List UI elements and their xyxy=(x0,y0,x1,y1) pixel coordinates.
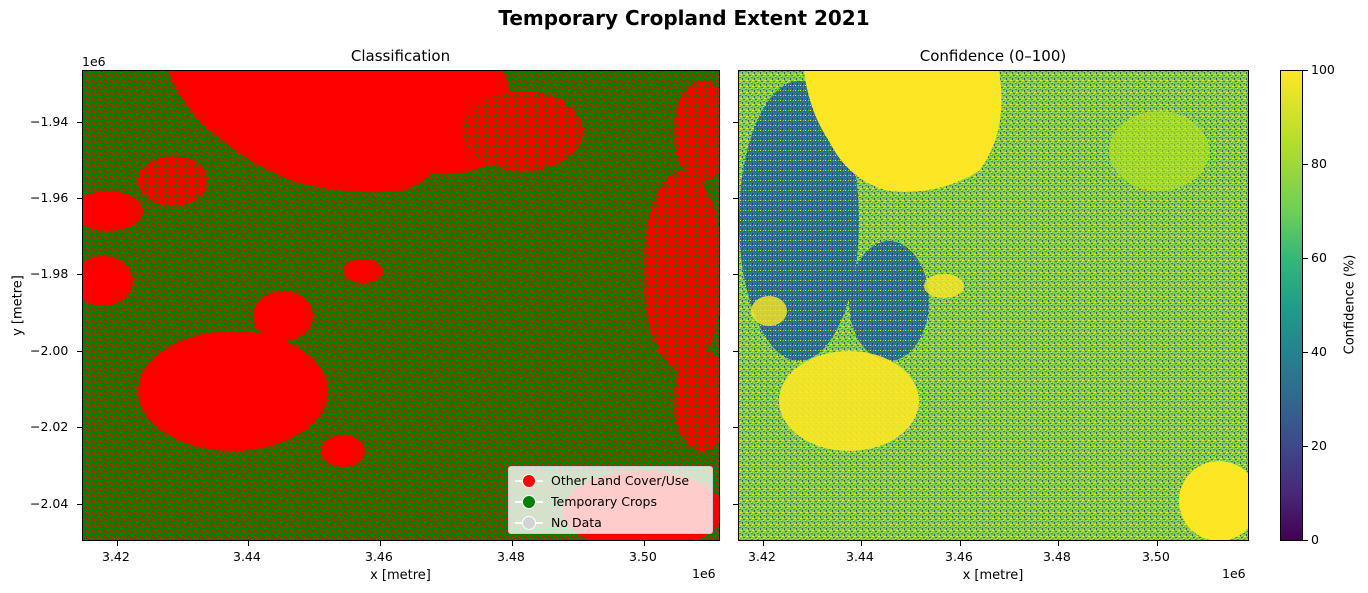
x-offset-label: 1e6 xyxy=(692,566,716,581)
colorbar-tick: 100 xyxy=(1311,62,1335,77)
colorbar-tick: 40 xyxy=(1311,344,1327,359)
legend-item-other-land: Other Land Cover/Use xyxy=(515,470,706,491)
xtick-label: 3.46 xyxy=(945,549,973,564)
y-axis-label: y [metre] xyxy=(10,275,26,336)
ytick-label: −1.96 xyxy=(30,190,69,205)
xtick-label: 3.50 xyxy=(1142,549,1170,564)
confidence-raster xyxy=(739,71,1248,540)
colorbar-tick: 0 xyxy=(1311,532,1319,547)
classification-map: Other Land Cover/Use Temporary Crops No … xyxy=(82,70,720,541)
xtick-label: 3.42 xyxy=(102,549,130,564)
colorbar xyxy=(1280,70,1303,541)
ytick-label: −1.94 xyxy=(30,114,69,129)
colorbar-tick: 20 xyxy=(1311,438,1327,453)
xtick-label: 3.48 xyxy=(497,549,525,564)
xtick-label: 3.48 xyxy=(1043,549,1071,564)
xtick-label: 3.42 xyxy=(748,549,776,564)
x-offset-label: 1e6 xyxy=(1222,566,1246,581)
xtick-label: 3.46 xyxy=(365,549,393,564)
ytick-label: −2.04 xyxy=(30,496,69,511)
confidence-title: Confidence (0–100) xyxy=(919,47,1067,65)
xtick-label: 3.44 xyxy=(233,549,261,564)
x-axis-label: x [metre] xyxy=(962,568,1024,583)
legend-marker-grey-icon xyxy=(515,515,543,530)
legend-marker-red-icon xyxy=(515,473,543,488)
colorbar-tick: 80 xyxy=(1311,156,1327,171)
xtick-label: 3.44 xyxy=(846,549,874,564)
colorbar-tick: 60 xyxy=(1311,250,1327,265)
y-offset-label: 1e6 xyxy=(82,54,106,69)
colorbar-label: Confidence (%) xyxy=(1342,254,1358,355)
xtick-label: 3.50 xyxy=(629,549,657,564)
classification-legend: Other Land Cover/Use Temporary Crops No … xyxy=(508,466,713,534)
legend-marker-green-icon xyxy=(515,494,543,509)
classification-raster xyxy=(83,71,719,540)
figure-title: Temporary Cropland Extent 2021 xyxy=(498,6,870,30)
legend-item-no-data: No Data xyxy=(515,512,706,533)
ytick-label: −2.02 xyxy=(30,419,69,434)
x-axis-label: x [metre] xyxy=(370,568,431,583)
ytick-label: −2.00 xyxy=(30,343,69,358)
ytick-label: −1.98 xyxy=(30,266,69,281)
confidence-map xyxy=(738,70,1249,541)
legend-item-temporary-crops: Temporary Crops xyxy=(515,491,706,512)
classification-title: Classification xyxy=(350,47,451,65)
